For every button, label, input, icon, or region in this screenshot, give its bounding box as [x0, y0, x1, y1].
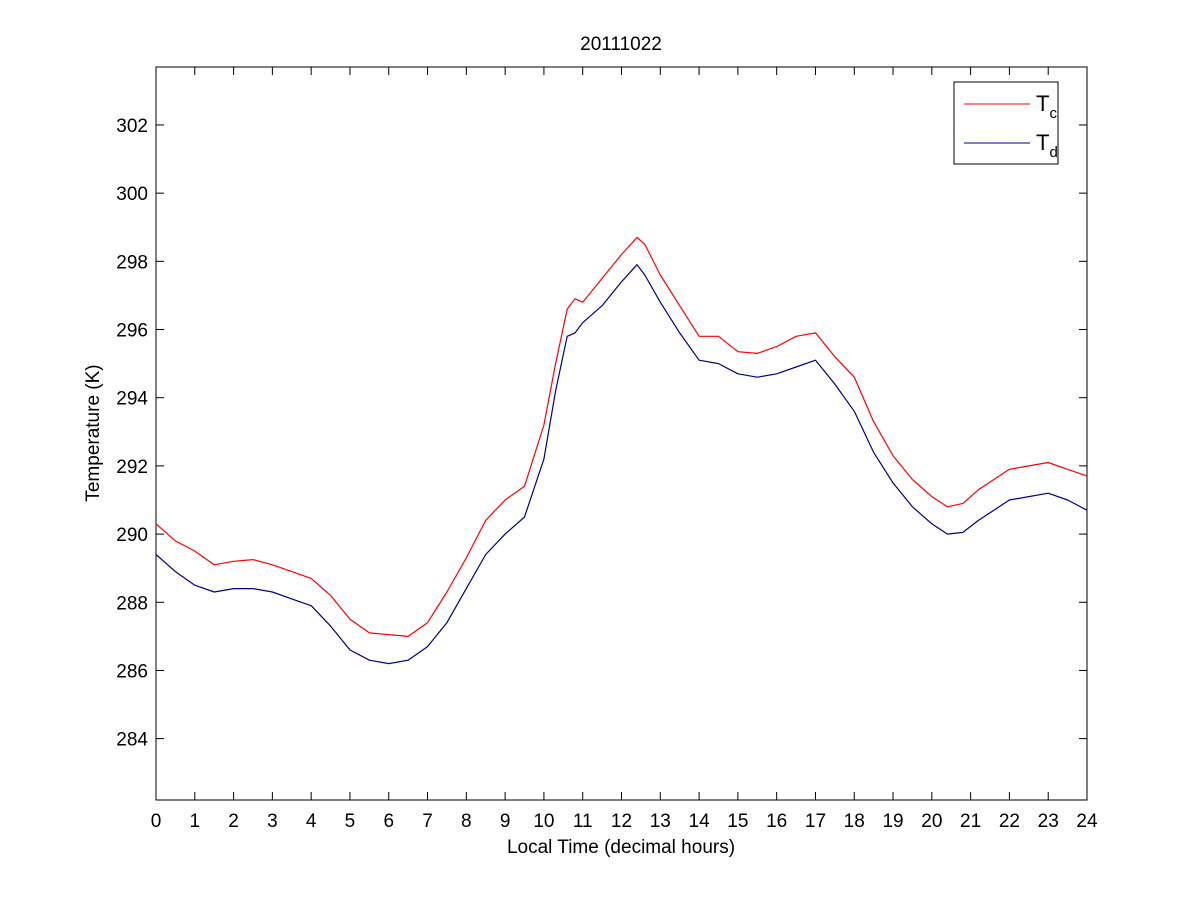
y-axis: 284 286 288 290 292 294 296 298 300 302 [116, 116, 1087, 751]
series-line-td [155, 264, 1088, 665]
x-tick-label: 10 [533, 811, 554, 832]
x-tick-label: 14 [689, 811, 711, 832]
x-axis-title: Local Time (decimal hours) [507, 837, 735, 858]
x-tick-label: 1 [190, 811, 201, 832]
x-tick-label: 9 [500, 811, 511, 832]
y-tick-label: 284 [116, 730, 148, 751]
legend-box [953, 81, 1059, 165]
x-tick-label: 13 [650, 811, 671, 832]
x-tick-label: 5 [345, 811, 356, 832]
x-tick-label: 15 [727, 811, 748, 832]
x-tick-label: 24 [1076, 811, 1098, 832]
y-tick-label: 300 [116, 184, 148, 205]
y-tick-label: 290 [116, 525, 148, 546]
x-tick-label: 16 [766, 811, 787, 832]
x-tick-label: 20 [921, 811, 942, 832]
y-tick-label: 294 [116, 389, 148, 410]
series-line-tc [155, 236, 1088, 638]
plot-area [155, 66, 1088, 801]
x-tick-label: 21 [960, 811, 981, 832]
y-axis-title: Temperature (K) [83, 364, 104, 501]
x-tick-label: 23 [1038, 811, 1059, 832]
y-tick-label: 292 [116, 457, 148, 478]
x-tick-label: 18 [844, 811, 865, 832]
x-tick-label: 2 [228, 811, 239, 832]
x-tick-label: 6 [383, 811, 394, 832]
y-tick-label: 286 [116, 661, 148, 682]
legend: Tc Td [953, 81, 1059, 165]
x-axis: 0 1 2 3 4 5 6 7 8 9 10 11 12 13 14 15 16 17 18 19 20 21 22 23 24 [151, 67, 1098, 832]
x-tick-label: 22 [999, 811, 1020, 832]
series-layer [155, 236, 1088, 665]
x-tick-label: 7 [422, 811, 433, 832]
x-tick-label: 4 [306, 811, 317, 832]
x-tick-label: 19 [882, 811, 903, 832]
y-tick-label: 298 [116, 252, 148, 273]
chart-title: 20111022 [580, 34, 662, 55]
x-tick-label: 0 [151, 811, 162, 832]
y-tick-label: 296 [116, 321, 148, 342]
legend-label-tc: Tc [1036, 91, 1057, 122]
x-tick-label: 17 [805, 811, 826, 832]
x-tick-label: 8 [461, 811, 472, 832]
x-tick-label: 12 [611, 811, 632, 832]
x-tick-label: 11 [573, 811, 593, 832]
x-tick-label: 3 [267, 811, 278, 832]
y-tick-label: 302 [116, 116, 148, 137]
y-tick-label: 288 [116, 593, 148, 614]
legend-label-td: Td [1036, 130, 1058, 161]
